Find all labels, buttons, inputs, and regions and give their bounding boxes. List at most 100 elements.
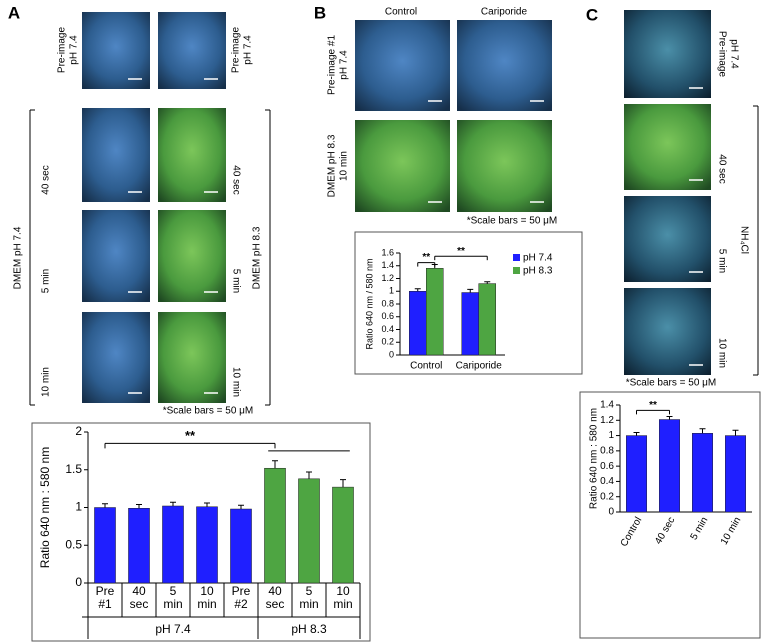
x-tick-label: Control	[410, 361, 442, 372]
significance: **	[649, 400, 657, 411]
row-label: Pre-image	[57, 27, 68, 74]
bar	[409, 291, 427, 356]
error-bar	[732, 429, 739, 436]
bar	[94, 507, 116, 584]
x-tick-label: Pre	[232, 584, 251, 598]
x-tick-label: 10	[336, 584, 350, 598]
bar	[162, 505, 184, 584]
bar	[659, 419, 680, 513]
legend-swatch	[513, 254, 520, 261]
chart-frame	[579, 391, 761, 639]
y-tick-label: 1.6	[381, 247, 394, 257]
legend-label: pH 8.3	[523, 266, 553, 277]
bracket-label: DMEM pH 8.3	[252, 226, 263, 289]
x-tick-label: sec	[266, 597, 285, 611]
bar	[426, 268, 444, 356]
x-tick-label: min	[163, 597, 182, 611]
y-tick-label: 0.4	[381, 324, 394, 334]
micrograph	[624, 288, 711, 375]
micrograph	[457, 120, 552, 212]
y-tick-label: 0.5	[65, 537, 82, 551]
micrograph	[82, 108, 150, 202]
y-tick-label: 0.4	[600, 476, 614, 487]
x-tick-label: 40 sec	[653, 515, 677, 546]
x-tick-label: 5 min	[689, 515, 711, 542]
bar	[298, 478, 320, 584]
x-tick-label: 5	[170, 584, 177, 598]
micrograph	[82, 12, 150, 89]
error-bar	[699, 428, 706, 434]
micrograph	[158, 108, 226, 202]
row-label: Pre-image #1	[327, 35, 338, 95]
column-label: Control	[385, 7, 417, 18]
y-tick-label: 0	[389, 349, 394, 359]
x-tick-label: Pre	[96, 584, 115, 598]
y-tick-label: 0.8	[381, 298, 394, 308]
y-tick-label: 0.8	[600, 445, 614, 456]
panel-label: A	[8, 3, 20, 22]
y-tick-label: 1	[75, 500, 82, 514]
bracket-label: DMEM pH 7.4	[13, 226, 24, 289]
error-bar	[340, 479, 346, 488]
bar	[692, 433, 713, 513]
y-tick-label: 0.2	[381, 337, 394, 347]
row-label: Pre-image	[716, 31, 727, 78]
time-label: 5 min	[41, 269, 52, 293]
time-label: 40 sec	[716, 154, 727, 183]
row-label: pH 7.4	[339, 50, 350, 80]
micrograph	[158, 210, 226, 302]
micrograph	[355, 20, 450, 111]
bar	[478, 283, 496, 356]
bracket-label: NH₄Cl	[738, 226, 749, 254]
y-tick-label: 1.4	[600, 400, 614, 411]
x-tick-label: 40	[268, 584, 282, 598]
micrograph	[624, 104, 711, 190]
y-tick-label: 0	[75, 575, 82, 589]
column-label: Cariporide	[481, 7, 528, 18]
panel-label: B	[314, 3, 326, 22]
error-bar	[414, 288, 421, 292]
time-label: 10 min	[230, 367, 241, 397]
error-bar	[170, 501, 176, 506]
y-axis-label: Ratio 640 nm : 580 nm	[38, 447, 52, 568]
x-tick-label: #2	[234, 597, 248, 611]
row-label: DMEM pH 8.3	[327, 134, 338, 197]
error-bar	[484, 281, 491, 284]
chart-frame	[354, 231, 583, 375]
x-tick-label: 5	[306, 584, 313, 598]
time-label: 5 min	[716, 249, 727, 273]
y-axis-label: Ratio 640 nm / 580 nm	[364, 258, 374, 349]
significance: **	[422, 252, 430, 263]
y-tick-label: 0.2	[600, 491, 614, 502]
error-bar	[272, 460, 278, 469]
bar	[461, 292, 479, 356]
bar	[128, 508, 150, 584]
bar	[332, 486, 354, 584]
error-bar	[633, 432, 640, 436]
legend-label: pH 7.4	[523, 253, 553, 264]
y-tick-label: 2	[75, 424, 82, 438]
y-tick-label: 1.4	[381, 260, 394, 270]
y-tick-label: 1.2	[600, 415, 614, 426]
y-tick-label: 0.6	[381, 311, 394, 321]
x-tick-label: Control	[619, 515, 645, 548]
row-label: 10 min	[339, 151, 350, 181]
y-tick-label: 1	[389, 286, 394, 296]
y-tick-label: 0	[608, 507, 614, 518]
micrograph	[624, 10, 711, 98]
bar	[725, 435, 746, 513]
bar	[264, 467, 286, 584]
time-label: 10 min	[716, 338, 727, 368]
group-label: pH 8.3	[291, 622, 327, 636]
time-label: 10 min	[41, 367, 52, 397]
time-label: 40 sec	[41, 165, 52, 194]
error-bar	[666, 415, 673, 420]
x-tick-label: min	[333, 597, 352, 611]
x-tick-label: min	[299, 597, 318, 611]
x-tick-label: Cariporide	[456, 361, 503, 372]
error-bar	[467, 288, 474, 293]
x-tick-label: #1	[98, 597, 112, 611]
y-tick-label: 1	[608, 430, 614, 441]
error-bar	[204, 502, 210, 507]
